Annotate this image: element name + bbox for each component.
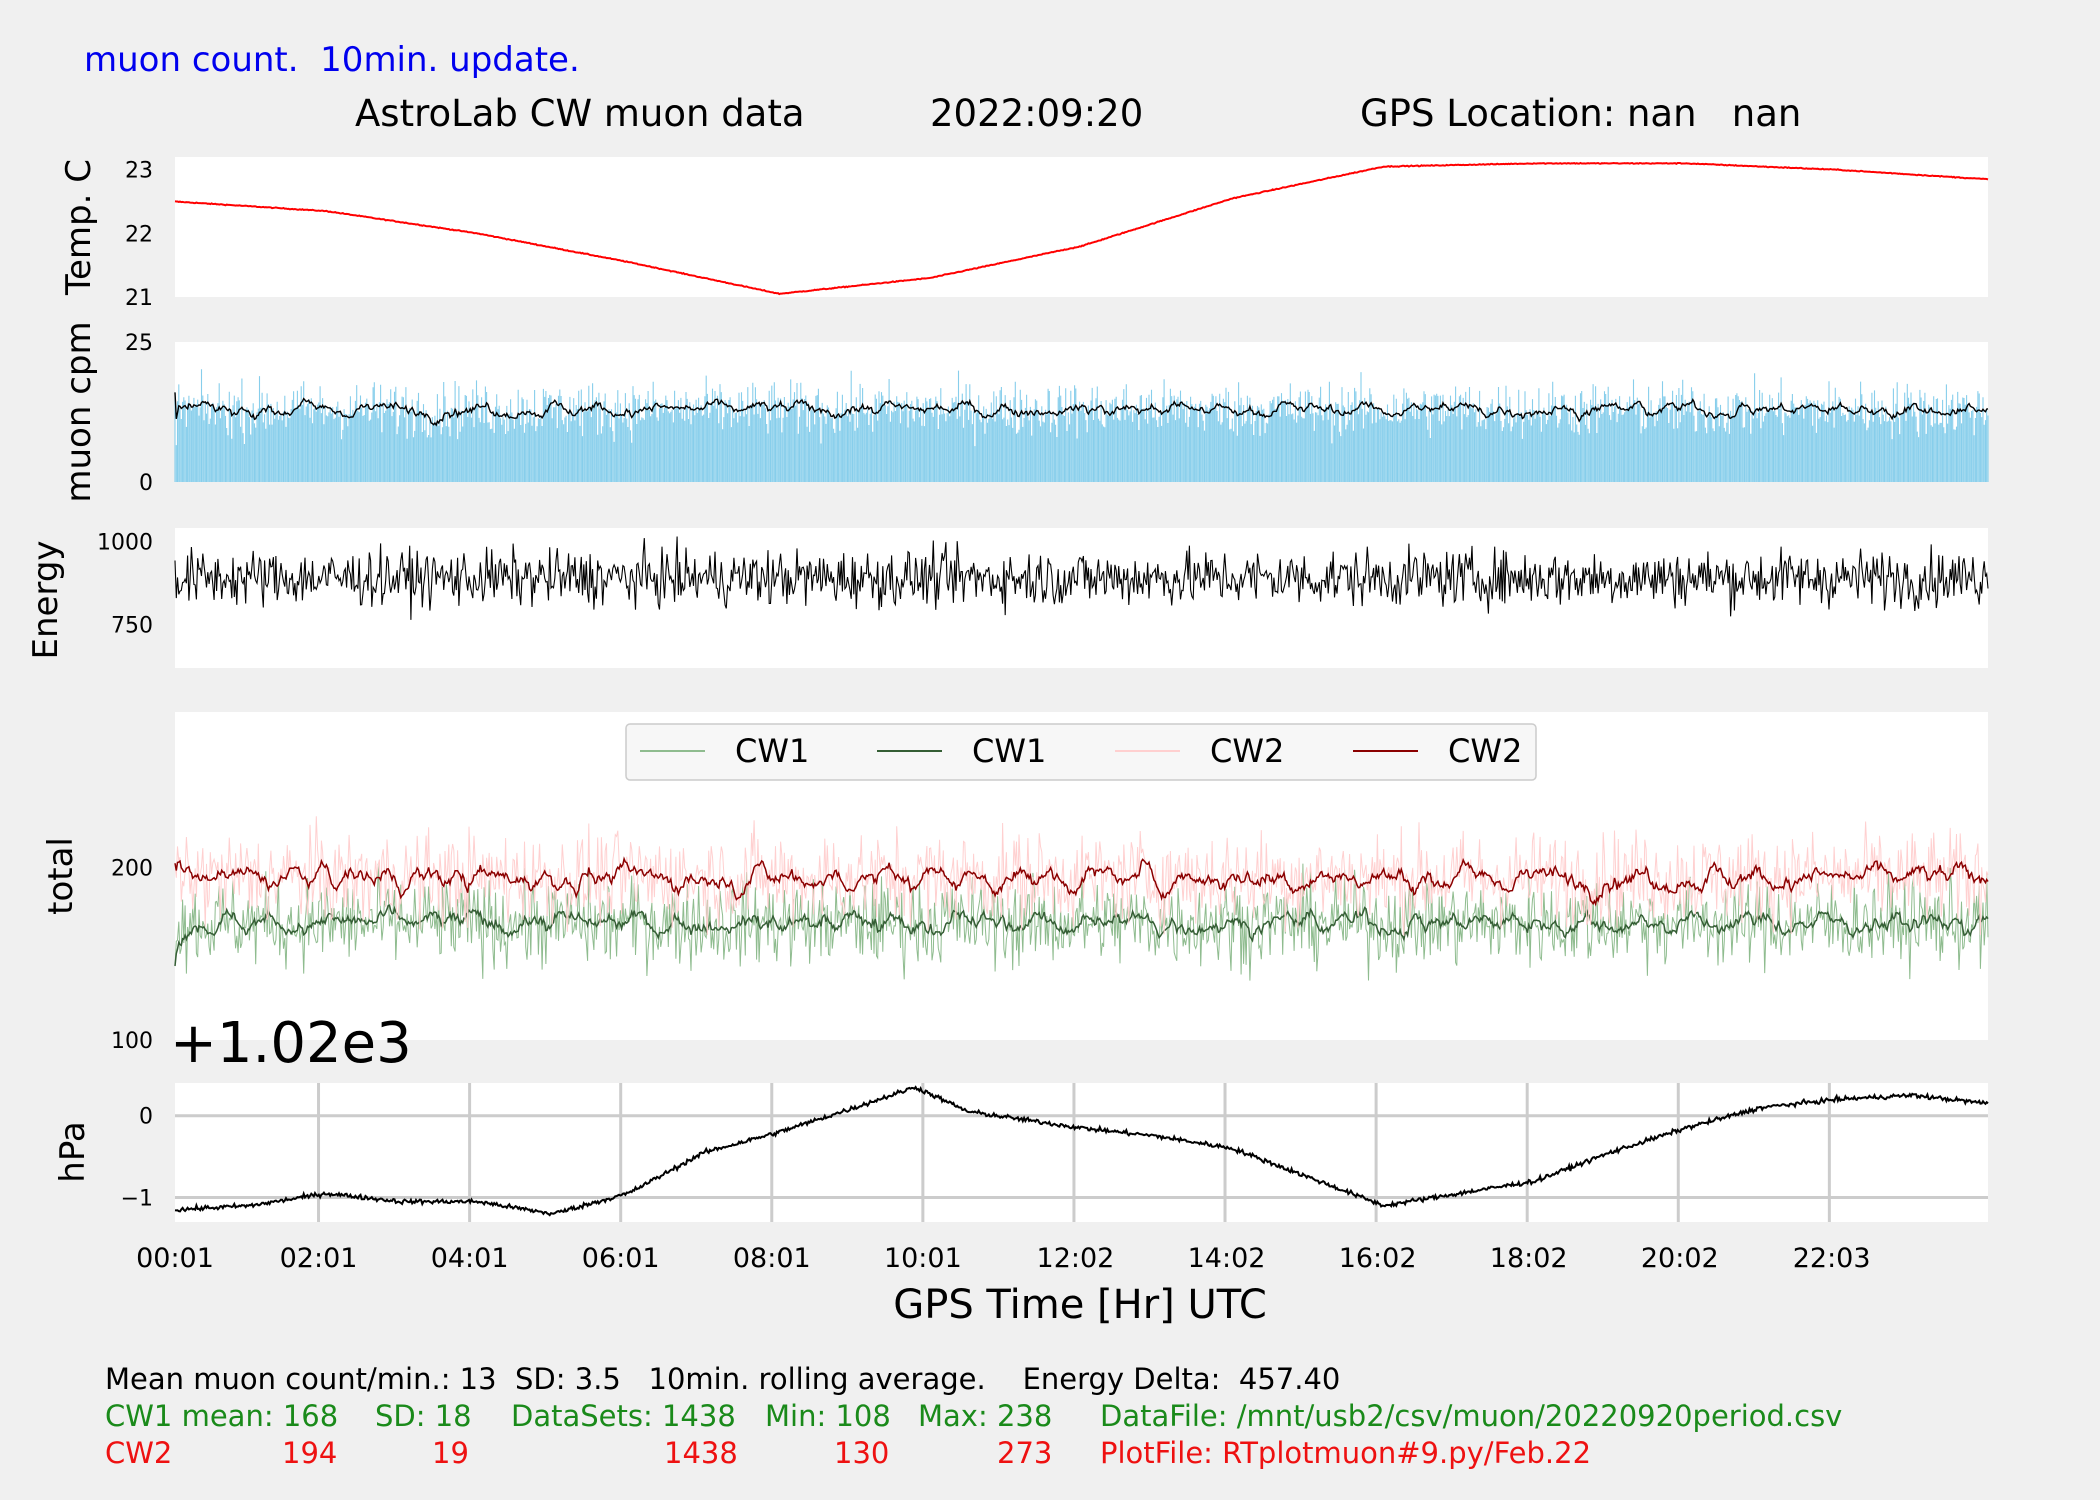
cw2-min: 130 xyxy=(834,1436,890,1470)
total-ylabel: total xyxy=(41,837,81,915)
x-tick-label: 02:01 xyxy=(280,1243,358,1274)
chart-title: AstroLab CW muon data xyxy=(355,92,805,135)
muon-cpm-panel: muon cpm 0 25 xyxy=(59,321,1989,503)
temperature-plot-area xyxy=(175,157,1988,297)
stats-summary: Mean muon count/min.: 13 SD: 3.5 10min. … xyxy=(105,1362,1341,1396)
x-tick-label: 20:02 xyxy=(1641,1243,1719,1274)
temperature-panel: Temp. C 21 22 23 xyxy=(59,157,1989,311)
cw2-name: CW2 xyxy=(105,1436,173,1470)
energy-ytick: 1000 xyxy=(97,530,153,555)
x-tick-label: 14:02 xyxy=(1188,1243,1266,1274)
energy-panel: Energy 750 1000 xyxy=(26,528,1989,668)
x-tick-label: 16:02 xyxy=(1339,1243,1417,1274)
pressure-ylabel: hPa xyxy=(53,1121,93,1182)
plot-file: PlotFile: RTplotmuon#9.py/Feb.22 xyxy=(1100,1436,1592,1470)
total-legend: CW1 CW1 CW2 CW2 xyxy=(625,723,1537,781)
muon-cpm-ylabel: muon cpm xyxy=(59,321,99,502)
muon-cpm-ytick: 0 xyxy=(139,471,153,496)
x-axis-label: GPS Time [Hr] UTC xyxy=(893,1282,1267,1328)
x-tick-label: 22:03 xyxy=(1793,1243,1871,1274)
temperature-ytick: 21 xyxy=(125,286,153,311)
cw1-rolling-line xyxy=(174,904,1989,967)
temperature-ytick: 23 xyxy=(125,159,153,184)
cw1-sd: SD: 18 xyxy=(375,1399,472,1433)
temperature-line xyxy=(174,161,1989,296)
x-tick-label: 18:02 xyxy=(1490,1243,1568,1274)
energy-ytick: 750 xyxy=(111,614,153,639)
pressure-offset-label: +1.02e3 xyxy=(170,1011,412,1076)
x-tick-label: 00:01 xyxy=(136,1243,214,1274)
legend-label: CW2 xyxy=(1210,732,1284,770)
cw1-min: Min: 108 xyxy=(765,1399,891,1433)
muon-cpm-plot-area xyxy=(175,342,1988,482)
total-ytick: 100 xyxy=(111,1029,153,1054)
energy-ylabel: Energy xyxy=(26,540,66,659)
total-panel: total 100 200 CW1 CW1 CW2 CW2 xyxy=(41,712,1989,1054)
x-tick-label: 12:02 xyxy=(1037,1243,1115,1274)
data-file: DataFile: /mnt/usb2/csv/muon/20220920per… xyxy=(1100,1399,1843,1433)
gps-location: GPS Location: nan nan xyxy=(1360,92,1802,135)
energy-plot-area xyxy=(175,528,1988,668)
x-tick-label: 08:01 xyxy=(733,1243,811,1274)
pressure-panel: hPa −1 0 +1.02e3 xyxy=(53,1011,1989,1222)
energy-line xyxy=(174,536,1989,620)
legend-box xyxy=(625,723,1537,781)
x-tick-label: 06:01 xyxy=(582,1243,660,1274)
temperature-ylabel: Temp. C xyxy=(59,159,99,296)
x-tick-label: 10:01 xyxy=(884,1243,962,1274)
temperature-ytick: 22 xyxy=(125,222,153,247)
cw2-max: 273 xyxy=(997,1436,1053,1470)
cw1-mean: CW1 mean: 168 xyxy=(105,1399,339,1433)
pressure-ytick: 0 xyxy=(139,1105,153,1130)
cw2-rolling-line xyxy=(174,856,1989,907)
cw1-max: Max: 238 xyxy=(918,1399,1053,1433)
legend-label: CW2 xyxy=(1448,732,1522,770)
muon-rolling-average xyxy=(174,392,1989,427)
legend-label: CW1 xyxy=(972,732,1046,770)
cw1-raw-line xyxy=(174,863,1989,981)
cw2-datasets: 1438 xyxy=(664,1436,738,1470)
pressure-line xyxy=(174,1085,1989,1217)
cw1-datasets: DataSets: 1438 xyxy=(511,1399,736,1433)
pressure-ytick: −1 xyxy=(121,1186,153,1211)
muon-cpm-ytick: 25 xyxy=(125,331,153,356)
cw2-sd: 19 xyxy=(432,1436,469,1470)
muon-cpm-bars xyxy=(174,369,1989,482)
cw2-mean: 194 xyxy=(282,1436,338,1470)
total-ytick: 200 xyxy=(111,856,153,881)
legend-label: CW1 xyxy=(735,732,809,770)
chart-date: 2022:09:20 xyxy=(930,92,1144,135)
x-tick-label: 04:01 xyxy=(431,1243,509,1274)
update-note: muon count. 10min. update. xyxy=(84,40,580,80)
x-axis: 00:01 02:01 04:01 06:01 08:01 10:01 12:02 14:02… xyxy=(136,1243,1870,1328)
